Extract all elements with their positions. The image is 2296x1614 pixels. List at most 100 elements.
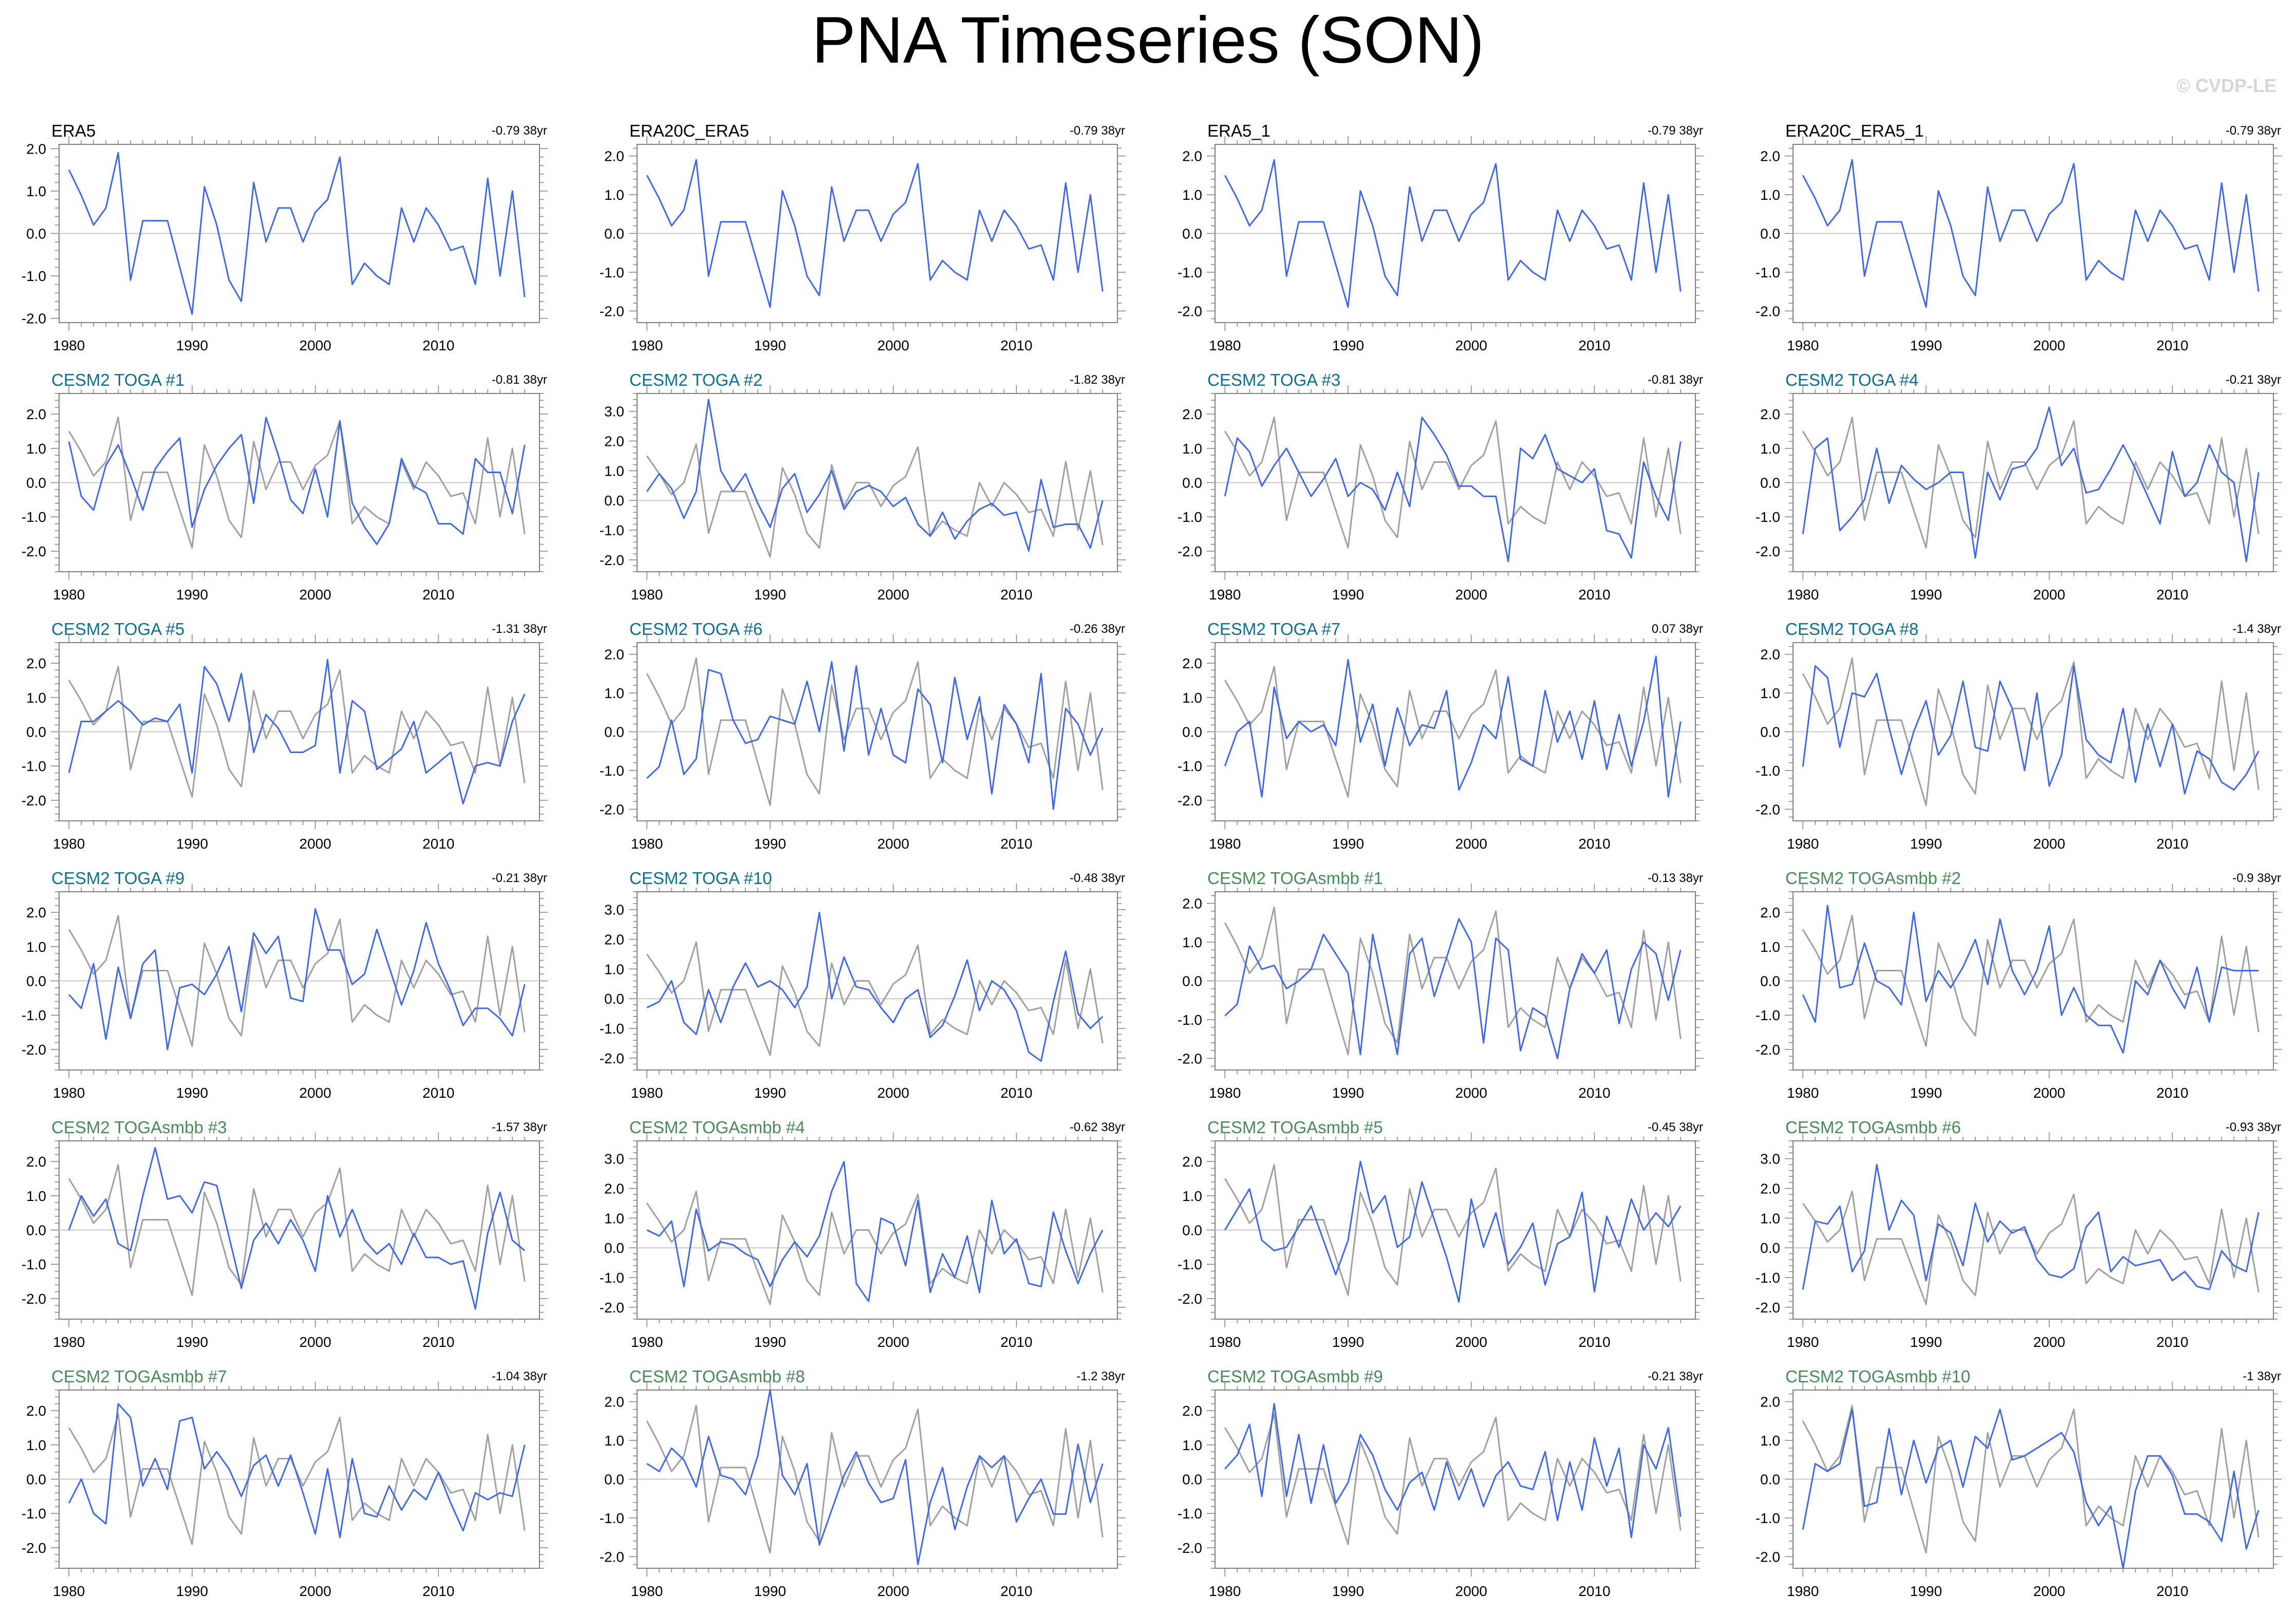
chart-panel: CESM2 TOGAsmbb #8 -1.2 38yr -2.0 -1.0 0.0 1.0…	[600, 1367, 1126, 1599]
x-tick-label: 1990	[1910, 1334, 1942, 1350]
trend-label: -1.2 38yr	[1076, 1369, 1125, 1383]
ensemble-series-line	[68, 908, 526, 1050]
y-tick-label: -2.0	[22, 793, 46, 809]
x-tick-label: 1980	[631, 1334, 663, 1350]
x-tick-label: 1980	[1787, 337, 1819, 353]
trend-label: -1.57 38yr	[492, 1120, 547, 1134]
y-tick-label: -2.0	[22, 311, 46, 327]
y-tick-label: 1.0	[26, 939, 46, 955]
x-tick-label: 1990	[176, 337, 208, 353]
x-tick-label: 1990	[176, 836, 208, 852]
trend-label: -0.62 38yr	[1070, 1120, 1125, 1134]
chart-panel: CESM2 TOGAsmbb #7 -1.04 38yr -2.0 -1.0 0.0 1.…	[22, 1367, 548, 1599]
trend-label: -1 38yr	[2243, 1369, 2281, 1383]
trend-label: -0.79 38yr	[1648, 124, 1703, 138]
y-tick-label: 0.0	[1760, 1472, 1780, 1488]
x-tick-label: 2010	[1000, 587, 1032, 603]
x-tick-label: 2010	[1000, 1583, 1032, 1599]
chart-panel: ERA5_1 -0.79 38yr -2.0 -1.0 0.0 1.0 2.0 1980 199…	[1178, 121, 1704, 353]
ensemble-series-line	[646, 912, 1104, 1062]
chart-panel: CESM2 TOGA #2 -1.82 38yr -2.0 -1.0 0.0 1.0 2.0…	[600, 370, 1126, 603]
y-tick-label: 1.0	[604, 685, 624, 701]
panel-title: CESM2 TOGAsmbb #7	[51, 1367, 227, 1386]
panel-title: ERA5_1	[1207, 121, 1271, 140]
chart-panel: CESM2 TOGA #3 -0.81 38yr -2.0 -1.0 0.0 1.0 2.0…	[1178, 370, 1704, 603]
ensemble-series-line	[646, 159, 1104, 308]
x-tick-label: 2000	[300, 1085, 331, 1101]
x-tick-label: 1990	[754, 1085, 786, 1101]
x-tick-label: 2010	[1578, 1085, 1610, 1101]
y-tick-label: 1.0	[1182, 187, 1202, 203]
y-tick-label: -2.0	[22, 1042, 46, 1058]
x-tick-label: 1980	[53, 836, 85, 852]
ensemble-series-line	[68, 417, 526, 546]
y-tick-label: -1.0	[1756, 1510, 1780, 1526]
y-tick-label: 2.0	[1760, 148, 1780, 164]
chart-panel: CESM2 TOGAsmbb #1 -0.13 38yr -2.0 -1.0 0.0 1.…	[1178, 869, 1704, 1101]
y-tick-label: 2.0	[604, 434, 624, 449]
x-tick-label: 2000	[1455, 1085, 1487, 1101]
y-tick-label: 0.0	[604, 226, 624, 242]
y-tick-label: -2.0	[1756, 1549, 1780, 1565]
panel-title: CESM2 TOGA #1	[51, 370, 184, 389]
y-tick-label: 2.0	[1760, 647, 1780, 663]
x-tick-label: 2010	[1578, 1583, 1610, 1599]
trend-label: -0.48 38yr	[1070, 871, 1125, 885]
y-tick-label: -1.0	[600, 1270, 624, 1286]
y-tick-label: 3.0	[1760, 1151, 1780, 1167]
y-tick-label: -1.0	[1756, 763, 1780, 779]
x-tick-label: 1990	[754, 587, 786, 603]
trend-label: -0.81 38yr	[1648, 373, 1703, 387]
y-tick-label: -2.0	[1756, 303, 1780, 319]
x-tick-label: 1980	[53, 1334, 85, 1350]
observed-series-line	[1802, 1404, 2260, 1554]
x-tick-label: 1980	[53, 1085, 85, 1101]
ensemble-series-line	[1802, 1409, 2260, 1569]
y-tick-label: 0.0	[604, 1240, 624, 1256]
y-tick-label: -1.0	[1756, 509, 1780, 525]
y-tick-label: -2.0	[600, 303, 624, 319]
y-tick-label: -1.0	[22, 268, 46, 284]
trend-label: -0.13 38yr	[1648, 871, 1703, 885]
ensemble-series-line	[646, 1389, 1104, 1565]
chart-panel: CESM2 TOGAsmbb #9 -0.21 38yr -2.0 -1.0 0.0 1.…	[1178, 1367, 1704, 1599]
y-tick-label: -2.0	[1756, 1042, 1780, 1058]
y-tick-label: -1.0	[22, 1506, 46, 1522]
y-tick-label: 0.0	[26, 724, 46, 740]
trend-label: -0.21 38yr	[1648, 1369, 1703, 1383]
trend-label: -0.45 38yr	[1648, 1120, 1703, 1134]
x-tick-label: 1980	[631, 1583, 663, 1599]
y-tick-label: 0.0	[1182, 724, 1202, 740]
x-tick-label: 1980	[1209, 337, 1241, 353]
y-tick-label: 2.0	[1760, 1181, 1780, 1197]
observed-series-line	[68, 1164, 526, 1296]
ensemble-series-line	[1802, 406, 2260, 562]
y-tick-label: 1.0	[1760, 441, 1780, 457]
y-tick-label: -1.0	[1178, 1012, 1202, 1028]
ensemble-series-line	[68, 1403, 526, 1538]
observed-series-line	[1224, 906, 1682, 1056]
x-tick-label: 2010	[1578, 587, 1610, 603]
panel-title: ERA20C_ERA5	[629, 121, 749, 140]
trend-label: -0.21 38yr	[492, 871, 547, 885]
x-tick-label: 2000	[2033, 1583, 2065, 1599]
ensemble-series-line	[1802, 1163, 2260, 1290]
chart-panel: CESM2 TOGA #7 0.07 38yr -2.0 -1.0 0.0 1.0 2.0 1…	[1178, 620, 1704, 852]
x-tick-label: 2000	[878, 1334, 909, 1350]
trend-label: -1.31 38yr	[492, 622, 547, 636]
y-tick-label: -1.0	[1756, 1270, 1780, 1286]
y-tick-label: 1.0	[604, 187, 624, 203]
x-tick-label: 2010	[2156, 1334, 2188, 1350]
x-tick-label: 2000	[2033, 1085, 2065, 1101]
x-tick-label: 1990	[176, 587, 208, 603]
trend-label: -0.21 38yr	[2226, 373, 2281, 387]
x-tick-label: 1980	[631, 587, 663, 603]
panel-title: CESM2 TOGA #4	[1785, 370, 1918, 389]
x-tick-label: 1980	[53, 1583, 85, 1599]
x-tick-label: 2010	[422, 587, 454, 603]
y-tick-label: 1.0	[26, 1188, 46, 1204]
page-title: PNA Timeseries (SON)	[812, 4, 1484, 77]
ensemble-series-line	[646, 399, 1104, 552]
x-tick-label: 2000	[300, 337, 331, 353]
x-tick-label: 1990	[1332, 1085, 1364, 1101]
